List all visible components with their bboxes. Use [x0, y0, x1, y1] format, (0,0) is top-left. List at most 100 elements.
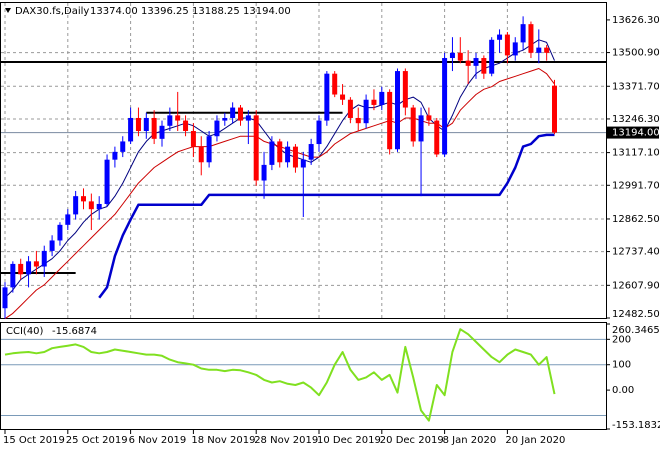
y-tick-label: 12991.70 [612, 180, 660, 191]
candle-body [489, 39, 495, 74]
candle-body [96, 203, 102, 210]
candle-body [504, 34, 510, 56]
candle-body [449, 52, 455, 59]
candle-body [135, 117, 141, 132]
candle-body [512, 42, 518, 56]
candle-body [481, 58, 487, 74]
candle-body [426, 115, 432, 121]
candle-body [285, 146, 291, 163]
candle-body [175, 115, 181, 121]
y-tick-label: 12482.50 [612, 309, 660, 320]
y-tick-label: 12737.40 [612, 247, 660, 258]
candle-body [190, 131, 196, 147]
candle-body [355, 117, 361, 124]
candle-body [159, 125, 165, 139]
candle-body [167, 115, 173, 126]
candle-body [26, 261, 32, 275]
cci-line [4, 328, 556, 422]
y-tick-label: 0.00 [612, 385, 634, 396]
candle-body [418, 115, 424, 142]
candle-body [112, 151, 118, 160]
candle-body [198, 146, 204, 163]
y-tick-label: 260.3465 [612, 325, 660, 336]
y-tick-label: 13626.30 [612, 15, 660, 26]
candle-body [277, 141, 283, 163]
header-close: 13194.00 [243, 6, 291, 17]
candle-body [49, 240, 55, 251]
candle-body [316, 120, 322, 145]
candle-body [151, 117, 157, 139]
candle-body [528, 24, 534, 53]
x-tick-label: 25 Oct 2019 [66, 435, 128, 446]
candle-body [402, 71, 408, 108]
candle-body [222, 117, 228, 121]
candle-body [442, 58, 448, 155]
price-label-box [606, 126, 659, 139]
x-tick-label: 18 Nov 2019 [191, 435, 255, 446]
candle-body [371, 99, 377, 105]
candle-body [340, 94, 346, 100]
cci-panel [0, 322, 607, 430]
candle-body [143, 117, 149, 132]
candle-body [410, 107, 416, 142]
x-tick-label: 6 Nov 2019 [129, 435, 187, 446]
candle-body [183, 120, 189, 132]
header-open: 13374.00 [90, 6, 138, 17]
candle-body [552, 85, 557, 133]
y-tick-label: 12862.50 [612, 214, 660, 225]
candle-body [300, 159, 306, 168]
candle-body [206, 136, 212, 163]
candle-body [128, 117, 134, 142]
cci-last-value: -15.6874 [52, 326, 97, 337]
y-tick-label: 200 [612, 334, 631, 345]
indicator-line [98, 133, 555, 299]
candle-body [57, 224, 63, 241]
candle-body [253, 115, 259, 181]
x-tick-label: 10 Dec 2019 [317, 435, 381, 446]
candle-body [332, 73, 338, 95]
candle-body [395, 71, 400, 150]
candle-body [88, 201, 94, 210]
candle-body [387, 91, 393, 150]
candle-body [261, 164, 267, 181]
candle-body [497, 34, 503, 40]
y-tick-label: 13371.70 [612, 81, 660, 92]
y-tick-label: 100 [612, 360, 631, 371]
candle-body [544, 47, 550, 53]
candle-body [230, 107, 236, 118]
candle-body [536, 47, 542, 53]
x-tick-label: 20 Dec 2019 [380, 435, 444, 446]
header-high: 13396.25 [141, 6, 189, 17]
candle-body [379, 91, 385, 105]
candle-body [269, 141, 275, 165]
candle-body [104, 159, 110, 204]
candle-body [292, 146, 298, 168]
x-tick-label: 20 Jan 2020 [505, 435, 565, 446]
price-label: 13194.00 [612, 128, 660, 139]
candle-body [457, 52, 463, 61]
chart-title: DAX30.fs,Daily [15, 6, 89, 17]
candle-body [214, 120, 220, 137]
candle-body [245, 115, 251, 121]
x-tick-label: 15 Oct 2019 [3, 435, 65, 446]
candle-body [347, 99, 353, 118]
candle-body [81, 196, 86, 202]
candle-body [434, 120, 440, 155]
candle-body [65, 214, 71, 225]
candle-body [308, 144, 314, 160]
candle-body [18, 263, 24, 275]
candle-body [33, 261, 39, 267]
candle-body [465, 60, 471, 66]
menu-arrow [5, 8, 11, 13]
candle-body [120, 141, 126, 152]
candle-body [73, 196, 79, 215]
candle-body [520, 24, 526, 43]
y-tick-label: 13500.90 [612, 48, 660, 59]
y-tick-label: -153.1832 [612, 420, 660, 431]
y-tick-label: 13246.30 [612, 114, 660, 125]
candle-body [10, 263, 16, 288]
cci-title: CCI(40) [6, 326, 44, 337]
y-tick-label: 13117.10 [612, 148, 660, 159]
candle-body [363, 99, 369, 124]
